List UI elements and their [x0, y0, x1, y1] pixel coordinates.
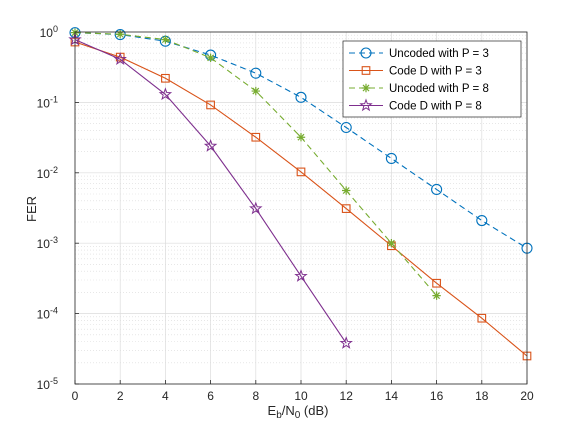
- x-tick-label: 12: [340, 389, 354, 403]
- axis-ticks: [74, 31, 528, 385]
- y-tick-labels: 10-5 10-4 10-3 10-2 10-1 100: [37, 24, 58, 392]
- y-tick-label: 10-1: [37, 94, 58, 110]
- x-tick-label: 20: [520, 389, 534, 403]
- data-point: [476, 214, 488, 227]
- legend-marker: [361, 66, 371, 75]
- x-tick-label: 8: [252, 389, 259, 403]
- data-point: [431, 183, 443, 196]
- data-point: [387, 239, 396, 248]
- x-tick-label: 14: [385, 389, 399, 403]
- data-point: [161, 73, 170, 83]
- data-point: [295, 91, 307, 103]
- data-point: [342, 186, 351, 195]
- data-point: [432, 291, 441, 300]
- data-point: [116, 30, 125, 39]
- data-point: [477, 313, 487, 323]
- legend-box: [342, 40, 522, 118]
- series-layer: [68, 27, 533, 361]
- x-tick-label: 18: [475, 389, 489, 403]
- data-point: [341, 204, 351, 213]
- data-point: [296, 167, 306, 177]
- data-point: [339, 336, 353, 349]
- legend-label: Code D with P = 3: [389, 66, 482, 78]
- legend-marker: [359, 98, 373, 112]
- data-point: [294, 269, 308, 282]
- x-tick-label: 2: [117, 389, 124, 403]
- y-tick-label: 100: [40, 24, 58, 40]
- x-axis-label: Eb/N0 (dB): [268, 403, 329, 421]
- legend: Uncoded with P = 3 Code D with P = 3 Uncod…: [342, 40, 522, 118]
- data-point: [206, 53, 215, 63]
- x-tick-label: 0: [72, 389, 79, 403]
- legend-label: Uncoded with P = 8: [389, 83, 489, 95]
- series-line: [74, 39, 347, 344]
- data-point: [385, 152, 397, 164]
- y-tick-label: 10-4: [37, 306, 58, 322]
- data-point: [206, 100, 215, 110]
- x-tick-label: 4: [162, 389, 169, 403]
- legend-marker: [360, 47, 372, 59]
- legend-label: Code D with P = 8: [389, 101, 482, 113]
- y-tick-label: 10-2: [37, 165, 58, 181]
- data-point: [251, 132, 261, 142]
- y-tick-label: 10-5: [37, 376, 58, 392]
- data-point: [432, 278, 441, 288]
- x-tick-label: 16: [430, 389, 444, 403]
- legend-marker: [361, 83, 371, 93]
- x-tick-label: 10: [294, 389, 308, 403]
- y-tick-label: 10-3: [37, 235, 58, 251]
- data-point: [251, 86, 260, 96]
- data-point: [340, 121, 352, 134]
- x-tick-label: 6: [207, 389, 214, 403]
- y-axis-label: FER: [24, 196, 39, 222]
- series-line: [74, 41, 528, 357]
- data-point: [296, 133, 306, 142]
- x-tick-labels: 0 2 4 6 8 10 12 14 16 18 20: [72, 389, 534, 403]
- data-point: [113, 52, 127, 65]
- legend-label: Uncoded with P = 3: [389, 48, 489, 60]
- data-point: [158, 87, 173, 101]
- data-point: [250, 67, 262, 79]
- data-point: [161, 35, 170, 44]
- series-line: [74, 32, 528, 249]
- data-point: [203, 138, 218, 152]
- data-point: [249, 201, 263, 215]
